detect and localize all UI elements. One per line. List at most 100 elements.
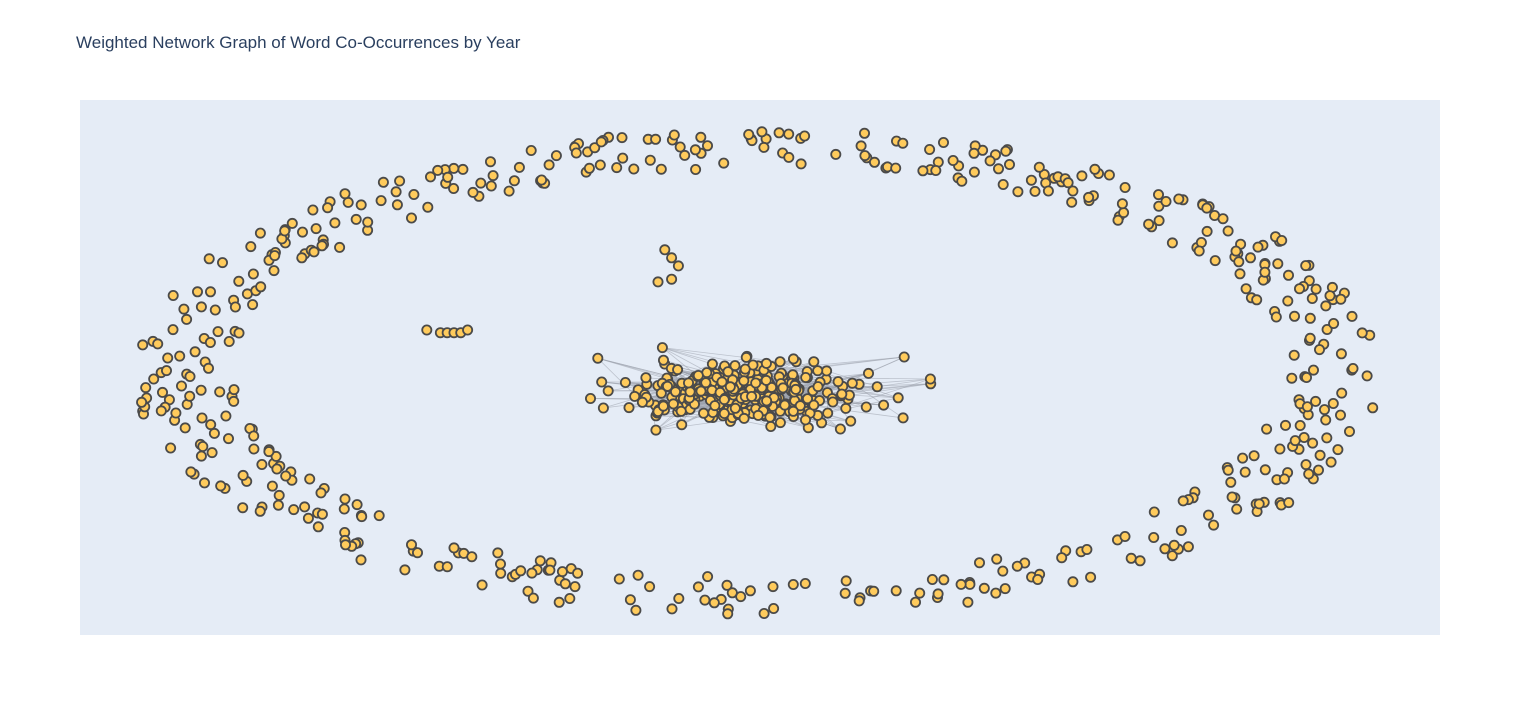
node-point[interactable] <box>658 354 670 366</box>
node-point[interactable] <box>1320 300 1332 312</box>
node-point[interactable] <box>739 363 751 375</box>
node-point[interactable] <box>1294 283 1306 295</box>
node-point[interactable] <box>1119 181 1131 193</box>
node-point[interactable] <box>405 212 417 224</box>
node-point[interactable] <box>1230 245 1242 257</box>
node-point[interactable] <box>709 400 721 412</box>
node-point[interactable] <box>743 128 755 140</box>
node-point[interactable] <box>834 423 846 435</box>
node-point[interactable] <box>767 581 779 593</box>
node-point[interactable] <box>1226 491 1238 503</box>
node-point[interactable] <box>840 575 852 587</box>
node-point[interactable] <box>619 376 631 388</box>
node-point[interactable] <box>441 561 453 573</box>
node-point[interactable] <box>1134 555 1146 567</box>
node-point[interactable] <box>822 407 834 419</box>
node-point[interactable] <box>735 591 747 603</box>
node-point[interactable] <box>640 372 652 384</box>
node-point[interactable] <box>1301 401 1313 413</box>
node-point[interactable] <box>237 502 249 514</box>
node-point[interactable] <box>1062 177 1074 189</box>
node-point[interactable] <box>668 129 680 141</box>
node-point[interactable] <box>788 353 800 365</box>
node-point[interactable] <box>1193 245 1205 257</box>
node-point[interactable] <box>462 324 474 336</box>
node-point[interactable] <box>1076 170 1088 182</box>
node-point[interactable] <box>729 360 741 372</box>
node-point[interactable] <box>595 136 607 148</box>
node-point[interactable] <box>195 301 207 313</box>
node-point[interactable] <box>1251 294 1263 306</box>
node-point[interactable] <box>233 327 245 339</box>
node-point[interactable] <box>729 402 741 414</box>
node-point[interactable] <box>167 289 179 301</box>
node-point[interactable] <box>1203 509 1215 521</box>
node-point[interactable] <box>254 505 266 517</box>
node-point[interactable] <box>315 487 327 499</box>
node-point[interactable] <box>800 371 812 383</box>
node-point[interactable] <box>1300 459 1312 471</box>
node-point[interactable] <box>1085 571 1097 583</box>
node-point[interactable] <box>924 373 936 385</box>
node-point[interactable] <box>718 407 730 419</box>
node-point[interactable] <box>572 567 584 579</box>
node-point[interactable] <box>990 587 1002 599</box>
node-point[interactable] <box>802 393 814 405</box>
node-point[interactable] <box>1332 444 1344 456</box>
node-point[interactable] <box>1335 293 1347 305</box>
node-point[interactable] <box>307 204 319 216</box>
node-point[interactable] <box>350 213 362 225</box>
node-point[interactable] <box>768 603 780 615</box>
node-point[interactable] <box>1367 402 1379 414</box>
node-point[interactable] <box>1166 237 1178 249</box>
node-point[interactable] <box>1286 372 1298 384</box>
node-point[interactable] <box>1234 268 1246 280</box>
node-point[interactable] <box>672 364 684 376</box>
node-point[interactable] <box>689 144 701 156</box>
node-point[interactable] <box>1067 185 1079 197</box>
node-point[interactable] <box>863 367 875 379</box>
node-point[interactable] <box>525 144 537 156</box>
node-point[interactable] <box>279 225 291 237</box>
node-point[interactable] <box>476 579 488 591</box>
node-point[interactable] <box>617 152 629 164</box>
node-point[interactable] <box>602 385 614 397</box>
node-point[interactable] <box>424 171 436 183</box>
node-point[interactable] <box>624 594 636 606</box>
node-point[interactable] <box>228 384 240 396</box>
node-point[interactable] <box>860 401 872 413</box>
node-point[interactable] <box>683 377 695 389</box>
node-point[interactable] <box>964 578 976 590</box>
node-point[interactable] <box>487 170 499 182</box>
node-point[interactable] <box>495 567 507 579</box>
node-point[interactable] <box>765 420 777 432</box>
node-point[interactable] <box>466 551 478 563</box>
node-point[interactable] <box>1066 196 1078 208</box>
node-point[interactable] <box>700 377 712 389</box>
node-point[interactable] <box>1177 495 1189 507</box>
node-point[interactable] <box>760 374 772 386</box>
node-point[interactable] <box>898 351 910 363</box>
node-point[interactable] <box>774 417 786 429</box>
node-point[interactable] <box>830 148 842 160</box>
node-point[interactable] <box>536 174 548 186</box>
node-point[interactable] <box>215 480 227 492</box>
node-point[interactable] <box>1081 544 1093 556</box>
node-point[interactable] <box>355 199 367 211</box>
node-point[interactable] <box>984 155 996 167</box>
node-point[interactable] <box>1300 260 1312 272</box>
node-point[interactable] <box>457 163 469 175</box>
node-point[interactable] <box>679 149 691 161</box>
node-point[interactable] <box>667 398 679 410</box>
node-point[interactable] <box>475 177 487 189</box>
node-point[interactable] <box>271 463 283 475</box>
node-point[interactable] <box>181 313 193 325</box>
node-point[interactable] <box>1346 310 1358 322</box>
node-point[interactable] <box>255 281 267 293</box>
node-point[interactable] <box>212 326 224 338</box>
node-point[interactable] <box>630 604 642 616</box>
node-point[interactable] <box>197 440 209 452</box>
node-point[interactable] <box>1272 258 1284 270</box>
node-point[interactable] <box>1248 450 1260 462</box>
node-point[interactable] <box>692 369 704 381</box>
